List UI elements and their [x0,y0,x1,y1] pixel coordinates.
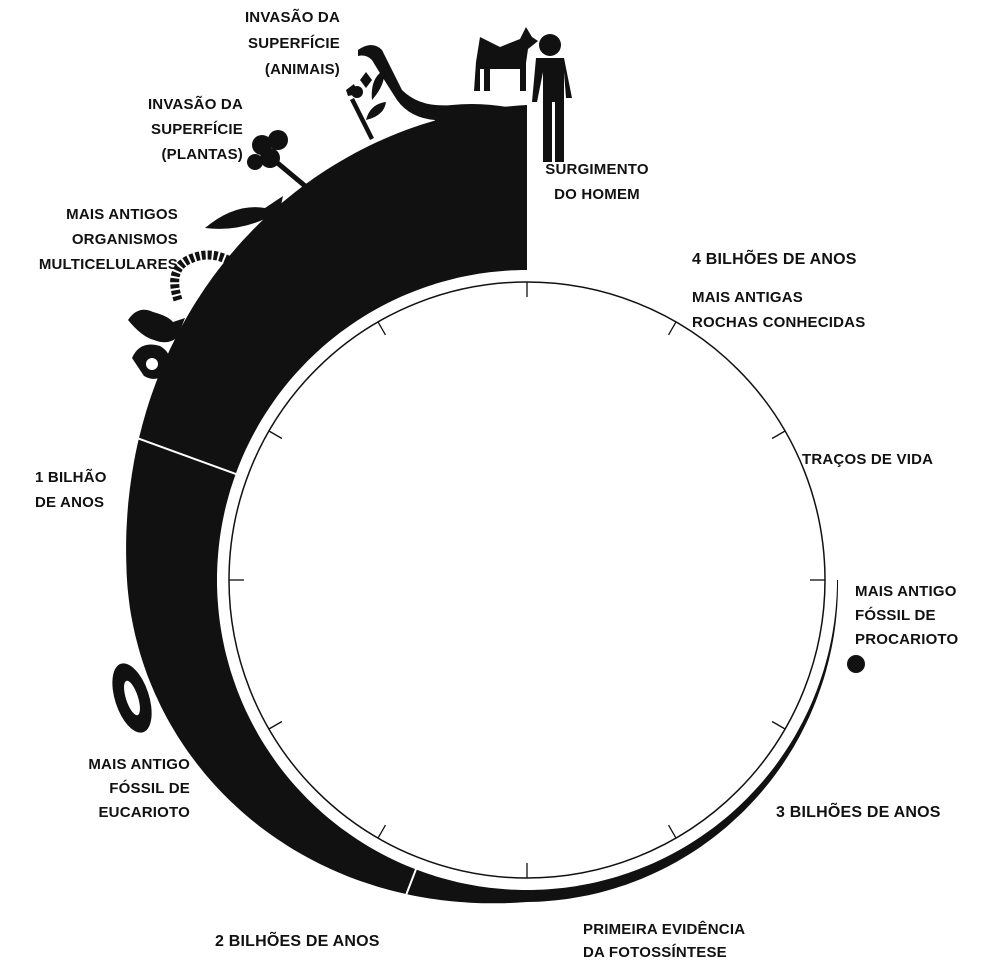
label-group: 2 BILHÕES DE ANOS [215,930,380,950]
label-line: MAIS ANTIGAS [692,289,803,306]
label-group: TRAÇOS DE VIDA [802,451,933,468]
label-line: (ANIMAIS) [265,61,340,78]
plant-icon [260,148,280,168]
era-divider [134,436,240,477]
label-line: DO HOMEM [554,186,640,203]
plant-icon [268,130,288,150]
label-group: MAIS ANTIGO FÓSSIL DE PROCARIOTO [855,583,959,648]
fossil-icon [128,309,189,343]
label-line: INVASÃO DA [148,95,243,113]
label-line: FÓSSIL DE [109,779,190,797]
clock-tick [667,321,677,336]
label-group: 1 BILHÃO DE ANOS [35,468,107,511]
label-line: DE ANOS [35,494,104,511]
eukaryote-icon [124,680,140,716]
label-line: PRIMEIRA EVIDÊNCIA [583,920,745,938]
flower-icon [351,86,363,98]
label-line: 4 BILHÕES DE ANOS [692,248,857,268]
label-line: MAIS ANTIGOS [66,206,178,223]
label-line: ROCHAS CONHECIDAS [692,314,865,331]
label-group: MAIS ANTIGO FÓSSIL DE EUCARIOTO [88,756,190,821]
label-line: 1 BILHÃO [35,468,107,486]
label-line: INVASÃO DA [245,8,340,26]
human-icon [532,58,572,162]
time-spiral [126,105,839,904]
label-line: TRAÇOS DE VIDA [802,451,933,468]
plant-icon [270,156,309,190]
label-group: 3 BILHÕES DE ANOS [776,801,941,821]
label-group: PRIMEIRA EVIDÊNCIA DA FOTOSSÍNTESE [583,920,745,961]
human-icon [539,34,561,56]
label-line: ORGANISMOS [72,231,178,248]
silhouettes [112,27,865,733]
label-line: EUCARIOTO [98,804,190,821]
dinosaur-icon [358,45,527,140]
clock-tick [377,824,387,839]
clock-tick [377,321,387,336]
clock-tick [268,430,283,440]
plant-icon [346,70,386,140]
label-group: INVASÃO DA SUPERFÍCIE (PLANTAS) [148,95,243,163]
label-group: 4 BILHÕES DE ANOS [692,248,857,268]
clock-circle [228,281,826,879]
clock-tick [771,720,786,730]
dog-icon [474,27,538,91]
label-line: MAIS ANTIGO [855,583,957,600]
prokaryote-icon [847,655,865,673]
label-line: 2 BILHÕES DE ANOS [215,930,380,950]
clock-tick [667,824,677,839]
label-group: SURGIMENTO DO HOMEM [545,161,649,203]
label-line: 3 BILHÕES DE ANOS [776,801,941,821]
label-line: DA FOTOSSÍNTESE [583,944,727,961]
label-group: MAIS ANTIGAS ROCHAS CONHECIDAS [692,289,865,331]
plant-icon [247,154,263,170]
label-group: INVASÃO DA SUPERFÍCIE (ANIMAIS) [245,8,340,78]
worm-icon [170,250,231,302]
label-line: SUPERFÍCIE [151,121,243,138]
cell-icon [146,358,158,370]
label-line: SURGIMENTO [545,161,649,178]
label-line: PROCARIOTO [855,631,959,648]
fish-icon [205,196,285,229]
label-line: MAIS ANTIGO [88,756,190,773]
era-divider [404,865,419,899]
label-line: (PLANTAS) [161,146,243,163]
label-line: SUPERFÍCIE [248,35,340,52]
label-line: MULTICELULARES [39,256,178,273]
clock-tick [268,720,283,730]
label-line: FÓSSIL DE [855,606,936,624]
clock-tick [771,430,786,440]
label-group: MAIS ANTIGOS ORGANISMOS MULTICELULARES [39,206,178,273]
